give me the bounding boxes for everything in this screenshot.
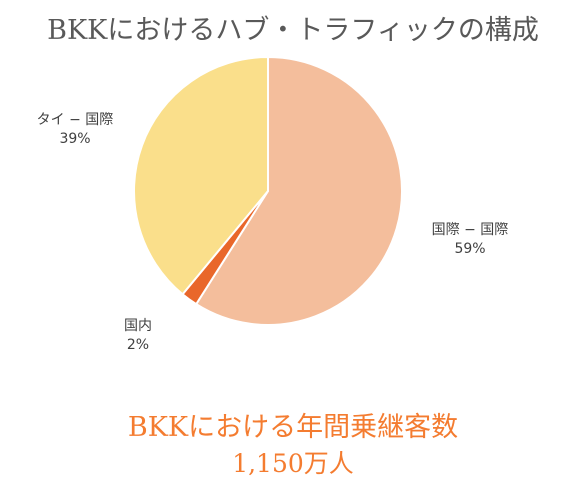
slice-percent-domestic: 2% (126, 337, 150, 353)
slice-label-domestic: 国内 2% (93, 317, 183, 355)
slice-name-international-international: 国際 − 国際 (431, 222, 509, 238)
slice-name-thai-international: タイ − 国際 (36, 112, 114, 128)
pie-slice-international-international (194, 55, 403, 326)
pie-slice-thai-international (133, 55, 269, 296)
slice-percent-international-international: 59% (454, 241, 486, 257)
annual-transfer-caption: BKKにおける年間乗継客数 (127, 412, 459, 443)
slice-percent-thai-international: 39% (59, 131, 91, 147)
annual-transfer-value: 1,150万人 (232, 449, 354, 478)
chart-title: BKKにおけるハブ・トラフィックの構成 (47, 15, 539, 46)
slice-name-domestic: 国内 (124, 318, 152, 334)
pie-slices (133, 55, 403, 326)
slice-label-thai-international: タイ − 国際 39% (15, 111, 135, 149)
slice-label-international-international: 国際 − 国際 59% (410, 221, 530, 259)
